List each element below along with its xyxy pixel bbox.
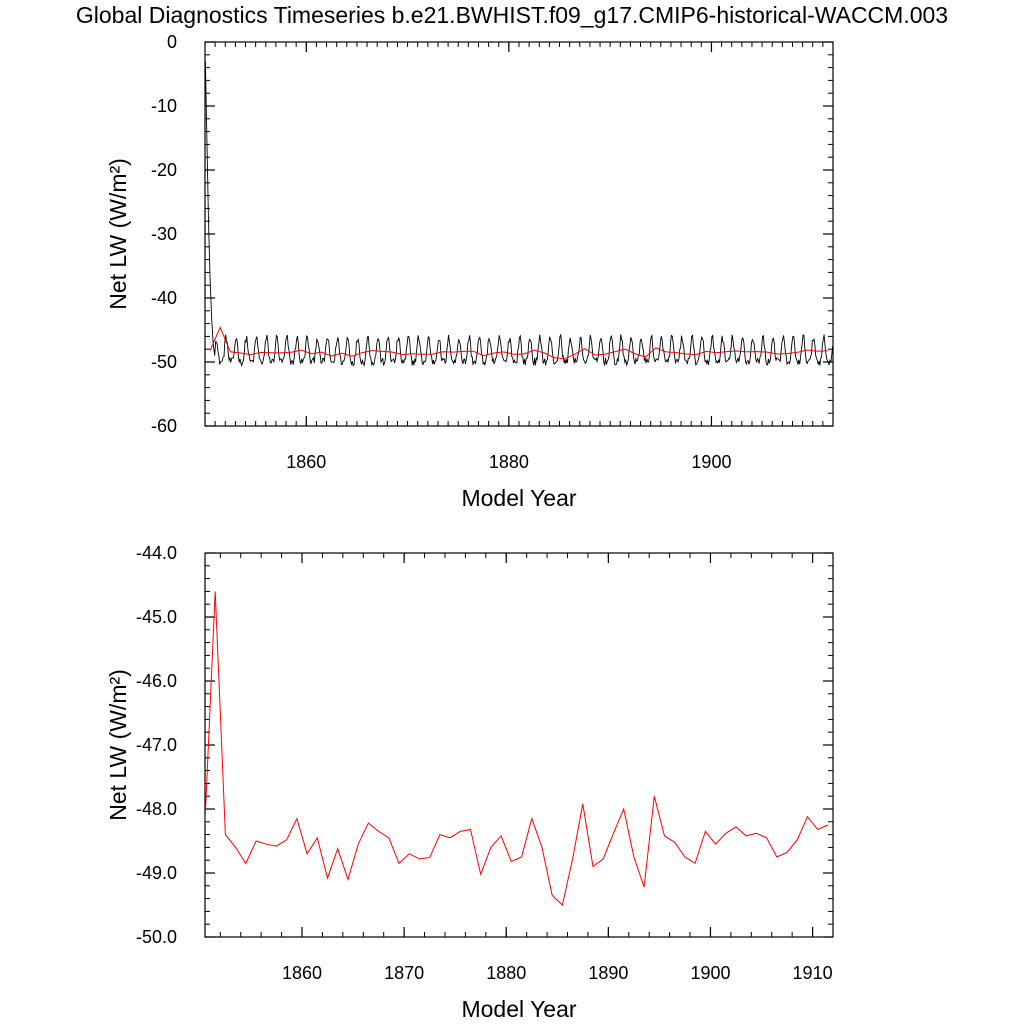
x-tick-label: 1890 — [588, 963, 628, 983]
y-tick-label: -30 — [151, 224, 177, 244]
bottom-panel: 1860 1870 1880 1890 1900 1910 -44.0 -45.0 -46.0 -… — [105, 543, 834, 1022]
y-tick-label: -49.0 — [136, 863, 177, 883]
y-tick-label: -47.0 — [136, 735, 177, 755]
chart-title: Global Diagnostics Timeseries b.e21.BWHI… — [75, 2, 949, 28]
y-tick-label: 0 — [167, 32, 177, 52]
plot-area — [205, 591, 829, 906]
x-tick-label: 1860 — [282, 963, 322, 983]
y-tick-label: -50.0 — [136, 927, 177, 947]
y-tick-label: -60 — [151, 416, 177, 436]
plot-frame — [204, 41, 834, 427]
x-tick-label: 1880 — [486, 963, 526, 983]
y-tick-label: -50 — [151, 352, 177, 372]
y-axis-label: Net LW (W/m²) — [105, 669, 131, 821]
x-tick-label: 1860 — [286, 452, 326, 472]
monthly-series-line — [205, 61, 833, 368]
annual-series-line — [205, 591, 829, 906]
plot-area — [205, 61, 833, 368]
x-tick-label: 1900 — [690, 963, 730, 983]
y-tick-label: -10 — [151, 96, 177, 116]
x-tick-label: 1900 — [691, 452, 731, 472]
y-axis-label: Net LW (W/m²) — [105, 158, 131, 310]
y-tick-label: -48.0 — [136, 799, 177, 819]
annual-series-line — [209, 326, 828, 360]
y-tick-label: -45.0 — [136, 607, 177, 627]
x-axis-label: Model Year — [461, 996, 576, 1022]
top-panel: 1860 1880 1900 0 -10 -20 -30 -40 -50 -60 Model Yea… — [105, 32, 834, 511]
y-tick-label: -20 — [151, 160, 177, 180]
y-tick-label: -44.0 — [136, 543, 177, 563]
plot-frame — [204, 552, 834, 938]
x-tick-label: 1880 — [489, 452, 529, 472]
y-tick-label: -40 — [151, 288, 177, 308]
x-axis-label: Model Year — [461, 485, 576, 511]
x-tick-label: 1870 — [384, 963, 424, 983]
y-tick-label: -46.0 — [136, 671, 177, 691]
x-tick-label: 1910 — [793, 963, 833, 983]
